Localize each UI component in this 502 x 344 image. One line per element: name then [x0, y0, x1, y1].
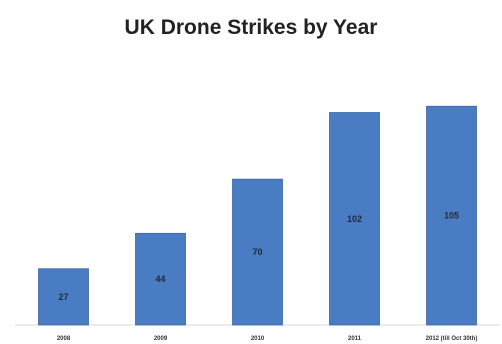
value-label: 105 — [444, 211, 459, 221]
bars-layer — [38, 105, 477, 326]
chart-title: UK Drone Strikes by Year — [124, 16, 378, 39]
bar-2010 — [232, 178, 283, 326]
value-label: 70 — [252, 247, 262, 257]
x-tick-label: 2009 — [154, 336, 168, 342]
x-tick-label: 2012 (till Oct 30th) — [426, 336, 478, 342]
value-labels-layer: 27 44 70 102 105 — [58, 211, 459, 302]
bar-2012 — [426, 105, 477, 326]
value-label: 102 — [347, 214, 362, 224]
x-tick-label: 2011 — [348, 336, 362, 342]
value-label: 44 — [155, 274, 165, 284]
value-label: 27 — [58, 292, 68, 302]
bar-2008 — [38, 268, 89, 326]
bar-2009 — [135, 232, 186, 326]
tick-labels-layer: 2008 2009 2010 2011 2012 (till Oct 30th) — [57, 336, 478, 342]
bar-2011 — [329, 112, 380, 326]
x-tick-label: 2008 — [57, 336, 71, 342]
x-tick-label: 2010 — [251, 336, 265, 342]
